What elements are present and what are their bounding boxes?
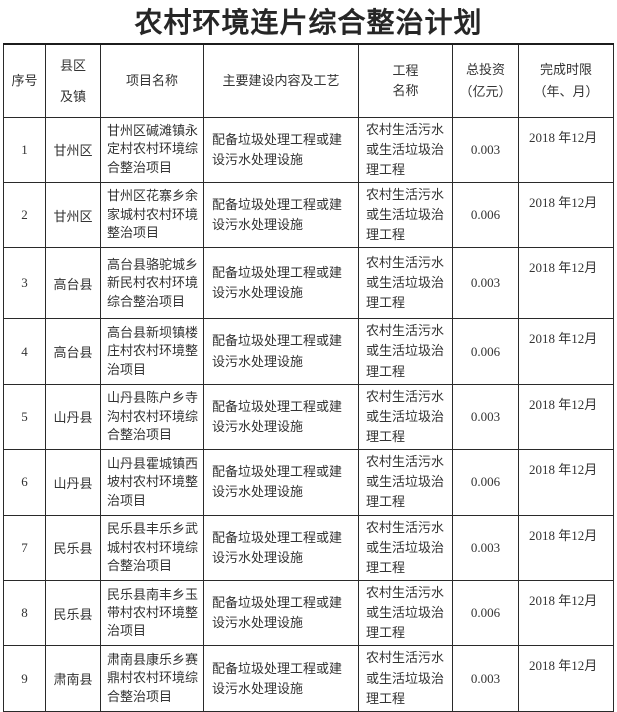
cell-engineering-name: 农村生活污水或生活垃圾治理工程 — [358, 318, 453, 385]
cell-seq: 9 — [3, 645, 46, 712]
header-content: 主要建设内容及工艺 — [203, 43, 359, 118]
cell-seq: 4 — [3, 318, 46, 385]
cell-completion-deadline: 2018 年12月 — [518, 645, 614, 712]
cell-county: 甘州区 — [45, 181, 101, 249]
cell-project-name: 高台县新坝镇楼庄村农村环境整治项目 — [100, 318, 204, 385]
cell-project-name: 肃南县康乐乡赛鼎村农村环境综合整治项目 — [100, 645, 204, 712]
cell-engineering-name: 农村生活污水或生活垃圾治理工程 — [358, 580, 453, 647]
table-row: 1 甘州区 甘州区碱滩镇永定村农村环境综合整治项目 配备垃圾处理工程或建设污水处… — [3, 116, 614, 183]
cell-seq: 7 — [3, 514, 46, 582]
cell-construction-content: 配备垃圾处理工程或建设污水处理设施 — [203, 181, 359, 249]
cell-total-investment: 0.003 — [452, 514, 519, 582]
plan-table: 序号 县区 及镇 项目名称 主要建设内容及工艺 工程 名称 总投资 （亿元） 完… — [3, 43, 614, 712]
cell-engineering-name: 农村生活污水或生活垃圾治理工程 — [358, 383, 453, 451]
header-row: 序号 县区 及镇 项目名称 主要建设内容及工艺 工程 名称 总投资 （亿元） 完… — [3, 43, 614, 118]
cell-project-name: 甘州区花寨乡余家城村农村环境整治项目 — [100, 181, 204, 249]
table-row: 4 高台县 高台县新坝镇楼庄村农村环境整治项目 配备垃圾处理工程或建设污水处理设… — [3, 318, 614, 385]
cell-completion-deadline: 2018 年12月 — [518, 514, 614, 582]
header-seq: 序号 — [3, 43, 46, 118]
cell-seq: 5 — [3, 383, 46, 451]
cell-seq: 8 — [3, 580, 46, 647]
table-row: 3 高台县 高台县骆驼城乡新民村农村环境综合整治项目 配备垃圾处理工程或建设污水… — [3, 247, 614, 320]
cell-project-name: 高台县骆驼城乡新民村农村环境综合整治项目 — [100, 247, 204, 320]
cell-construction-content: 配备垃圾处理工程或建设污水处理设施 — [203, 449, 359, 516]
cell-construction-content: 配备垃圾处理工程或建设污水处理设施 — [203, 580, 359, 647]
table-row: 8 民乐县 民乐县南丰乡玉带村农村环境整治项目 配备垃圾处理工程或建设污水处理设… — [3, 580, 614, 647]
cell-total-investment: 0.006 — [452, 318, 519, 385]
cell-total-investment: 0.003 — [452, 645, 519, 712]
cell-total-investment: 0.003 — [452, 247, 519, 320]
cell-seq: 6 — [3, 449, 46, 516]
table-row: 6 山丹县 山丹县霍城镇西坡村农村环境整治项目 配备垃圾处理工程或建设污水处理设… — [3, 449, 614, 516]
table-row: 5 山丹县 山丹县陈户乡寺沟村农村环境综合整治项目 配备垃圾处理工程或建设污水处… — [3, 383, 614, 451]
cell-construction-content: 配备垃圾处理工程或建设污水处理设施 — [203, 247, 359, 320]
cell-county: 山丹县 — [45, 383, 101, 451]
cell-county: 高台县 — [45, 318, 101, 385]
cell-county: 民乐县 — [45, 580, 101, 647]
cell-total-investment: 0.006 — [452, 580, 519, 647]
cell-county: 山丹县 — [45, 449, 101, 516]
header-deadline: 完成时限 （年、月） — [518, 43, 614, 118]
cell-completion-deadline: 2018 年12月 — [518, 318, 614, 385]
cell-completion-deadline: 2018 年12月 — [518, 116, 614, 183]
cell-completion-deadline: 2018 年12月 — [518, 181, 614, 249]
table-row: 9 肃南县 肃南县康乐乡赛鼎村农村环境综合整治项目 配备垃圾处理工程或建设污水处… — [3, 645, 614, 712]
cell-total-investment: 0.006 — [452, 449, 519, 516]
cell-project-name: 甘州区碱滩镇永定村农村环境综合整治项目 — [100, 116, 204, 183]
cell-engineering-name: 农村生活污水或生活垃圾治理工程 — [358, 514, 453, 582]
cell-total-investment: 0.003 — [452, 116, 519, 183]
cell-project-name: 山丹县霍城镇西坡村农村环境整治项目 — [100, 449, 204, 516]
header-engineering: 工程 名称 — [358, 43, 453, 118]
cell-construction-content: 配备垃圾处理工程或建设污水处理设施 — [203, 116, 359, 183]
cell-seq: 3 — [3, 247, 46, 320]
cell-completion-deadline: 2018 年12月 — [518, 383, 614, 451]
header-investment: 总投资 （亿元） — [452, 43, 519, 118]
cell-project-name: 山丹县陈户乡寺沟村农村环境综合整治项目 — [100, 383, 204, 451]
cell-completion-deadline: 2018 年12月 — [518, 247, 614, 320]
cell-seq: 1 — [3, 116, 46, 183]
cell-county: 高台县 — [45, 247, 101, 320]
cell-engineering-name: 农村生活污水或生活垃圾治理工程 — [358, 181, 453, 249]
table-body: 1 甘州区 甘州区碱滩镇永定村农村环境综合整治项目 配备垃圾处理工程或建设污水处… — [3, 116, 614, 712]
cell-construction-content: 配备垃圾处理工程或建设污水处理设施 — [203, 645, 359, 712]
cell-construction-content: 配备垃圾处理工程或建设污水处理设施 — [203, 383, 359, 451]
header-project: 项目名称 — [100, 43, 204, 118]
cell-construction-content: 配备垃圾处理工程或建设污水处理设施 — [203, 514, 359, 582]
page-title: 农村环境连片综合整治计划 — [134, 7, 483, 38]
cell-engineering-name: 农村生活污水或生活垃圾治理工程 — [358, 116, 453, 183]
table-row: 2 甘州区 甘州区花寨乡余家城村农村环境整治项目 配备垃圾处理工程或建设污水处理… — [3, 181, 614, 249]
cell-project-name: 民乐县南丰乡玉带村农村环境整治项目 — [100, 580, 204, 647]
cell-total-investment: 0.006 — [452, 181, 519, 249]
cell-construction-content: 配备垃圾处理工程或建设污水处理设施 — [203, 318, 359, 385]
cell-county: 甘州区 — [45, 116, 101, 183]
header-county: 县区 及镇 — [45, 43, 101, 118]
cell-engineering-name: 农村生活污水或生活垃圾治理工程 — [358, 449, 453, 516]
cell-total-investment: 0.003 — [452, 383, 519, 451]
cell-engineering-name: 农村生活污水或生活垃圾治理工程 — [358, 247, 453, 320]
table-row: 7 民乐县 民乐县丰乐乡武城村农村环境综合整治项目 配备垃圾处理工程或建设污水处… — [3, 514, 614, 582]
cell-completion-deadline: 2018 年12月 — [518, 580, 614, 647]
cell-completion-deadline: 2018 年12月 — [518, 449, 614, 516]
cell-county: 民乐县 — [45, 514, 101, 582]
cell-county: 肃南县 — [45, 645, 101, 712]
cell-seq: 2 — [3, 181, 46, 249]
cell-project-name: 民乐县丰乐乡武城村农村环境综合整治项目 — [100, 514, 204, 582]
cell-engineering-name: 农村生活污水或生活垃圾治理工程 — [358, 645, 453, 712]
